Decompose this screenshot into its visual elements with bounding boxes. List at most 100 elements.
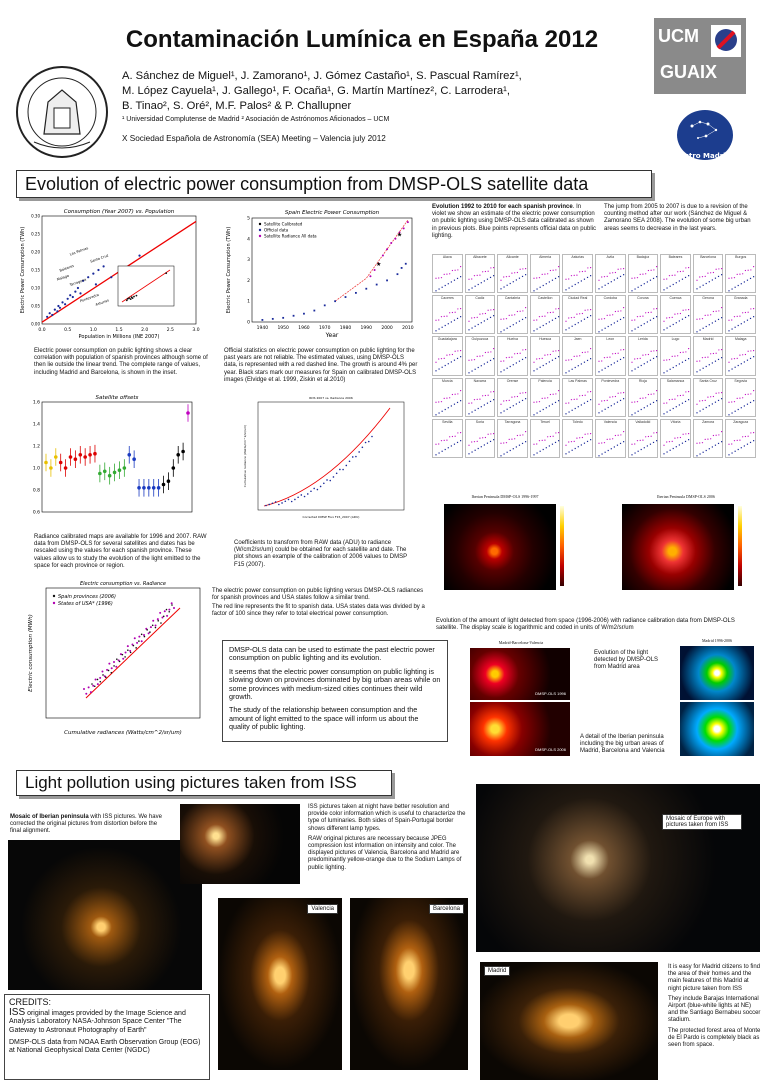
province-sparkline bbox=[435, 350, 462, 372]
y-tick-label: 0.15 bbox=[31, 268, 40, 273]
estimate-point bbox=[696, 442, 698, 444]
province-name: Ciudad Real bbox=[568, 296, 588, 301]
estimate-point bbox=[511, 356, 513, 359]
estimate-point bbox=[655, 308, 657, 310]
estimate-point bbox=[519, 268, 521, 270]
estimate-point bbox=[750, 308, 752, 310]
estimate-point bbox=[647, 354, 649, 356]
iss-madrid-photo: Madrid bbox=[480, 962, 658, 1080]
official-point bbox=[435, 453, 437, 456]
x-tick-label: 3.0 bbox=[192, 327, 199, 333]
official-point bbox=[643, 446, 645, 449]
poster-title: Contaminación Lumínica en España 2012 bbox=[125, 26, 599, 53]
province-name: Barcelona bbox=[700, 255, 716, 259]
estimate-point bbox=[449, 436, 451, 438]
estimate-point bbox=[489, 351, 492, 353]
official-point bbox=[542, 365, 544, 367]
estimate-point bbox=[478, 355, 481, 358]
y-tick-label: 1.2 bbox=[33, 444, 40, 450]
usa-point bbox=[96, 683, 99, 686]
evolution-bold: Evolution 1992 to 2010 for each spanish … bbox=[432, 204, 573, 210]
official-point bbox=[471, 327, 473, 329]
estimate-point bbox=[704, 314, 706, 317]
spain-point bbox=[146, 629, 148, 631]
estimate-point bbox=[552, 311, 554, 314]
x-tick-label: 0.0 bbox=[38, 327, 45, 333]
estimate-point bbox=[652, 392, 655, 395]
estimate-point bbox=[533, 401, 535, 403]
calibration-point bbox=[351, 456, 354, 458]
estimate-point bbox=[715, 268, 717, 270]
spain-point bbox=[171, 604, 173, 606]
estimate-point bbox=[573, 356, 576, 358]
official-point bbox=[623, 274, 625, 276]
estimate-point bbox=[734, 358, 736, 360]
estimate-point bbox=[707, 438, 709, 440]
offset-point bbox=[122, 466, 127, 470]
estimate-point bbox=[435, 362, 437, 364]
estimate-point bbox=[669, 317, 671, 319]
official-point bbox=[557, 316, 559, 318]
estimate-point bbox=[603, 399, 606, 401]
official-point bbox=[578, 445, 580, 448]
estimate-point bbox=[522, 349, 524, 351]
usa-point bbox=[173, 607, 175, 609]
official-point bbox=[575, 447, 577, 449]
mbv-1996-label: DMSP-OLS 1996 bbox=[535, 691, 566, 696]
estimate-point bbox=[688, 348, 690, 350]
province-cell: Soria bbox=[464, 418, 496, 458]
official-point bbox=[522, 442, 524, 444]
mbv-2006-image: DMSP-OLS 2006 bbox=[470, 702, 570, 756]
estimate-point bbox=[688, 432, 690, 435]
official-point bbox=[519, 360, 521, 363]
official-point bbox=[551, 359, 553, 362]
estimate-point bbox=[568, 359, 570, 361]
province-sparkline bbox=[598, 307, 625, 333]
estimate-point bbox=[677, 271, 679, 273]
estimate-point bbox=[609, 396, 611, 398]
province-cell: Navarra bbox=[464, 377, 496, 417]
y-tick-label: 4 bbox=[247, 236, 250, 242]
estimate-point bbox=[519, 392, 521, 394]
province-name: Granada bbox=[733, 296, 748, 301]
estimate-point bbox=[525, 430, 527, 433]
province-cell: Alicante bbox=[497, 254, 528, 294]
province-cell: Cadiz bbox=[464, 295, 496, 335]
usa-point bbox=[133, 637, 136, 640]
estimate-point bbox=[481, 394, 483, 396]
offset-point bbox=[112, 470, 117, 475]
province-name: Lerida bbox=[638, 337, 648, 342]
estimate-point bbox=[573, 316, 576, 319]
official-point bbox=[536, 412, 538, 414]
province-sparkline bbox=[663, 309, 690, 331]
official-point bbox=[708, 404, 710, 406]
estimate-point bbox=[641, 315, 644, 317]
calibration-point bbox=[265, 504, 267, 507]
official-point bbox=[568, 287, 571, 289]
official-point bbox=[598, 371, 600, 373]
official-point bbox=[601, 453, 603, 455]
province-name: Huelva bbox=[507, 337, 518, 342]
detail-caption: A detail of the Iberian peninsula includ… bbox=[580, 734, 665, 755]
estimate-point bbox=[568, 401, 570, 404]
province-sparkline bbox=[533, 350, 559, 372]
official-point bbox=[456, 401, 459, 403]
official-point bbox=[474, 449, 476, 451]
estimate-point bbox=[715, 353, 717, 355]
estimate-point bbox=[698, 360, 701, 362]
official-point bbox=[699, 410, 701, 412]
official-point bbox=[688, 398, 690, 400]
official-point bbox=[571, 285, 574, 287]
official-point bbox=[444, 408, 446, 410]
estimate-point bbox=[538, 277, 540, 279]
official-point bbox=[548, 361, 550, 363]
estimate-point bbox=[473, 440, 475, 443]
y-tick-label: 0.00 bbox=[31, 322, 40, 327]
official-data-point bbox=[344, 296, 347, 298]
estimate-point bbox=[584, 309, 587, 312]
estimate-point bbox=[641, 439, 644, 441]
x-tick-label: 1940 bbox=[257, 325, 269, 331]
province-cell: Lugo bbox=[660, 336, 691, 376]
valencia-photo: Valencia bbox=[218, 898, 342, 1070]
official-point bbox=[444, 284, 446, 287]
